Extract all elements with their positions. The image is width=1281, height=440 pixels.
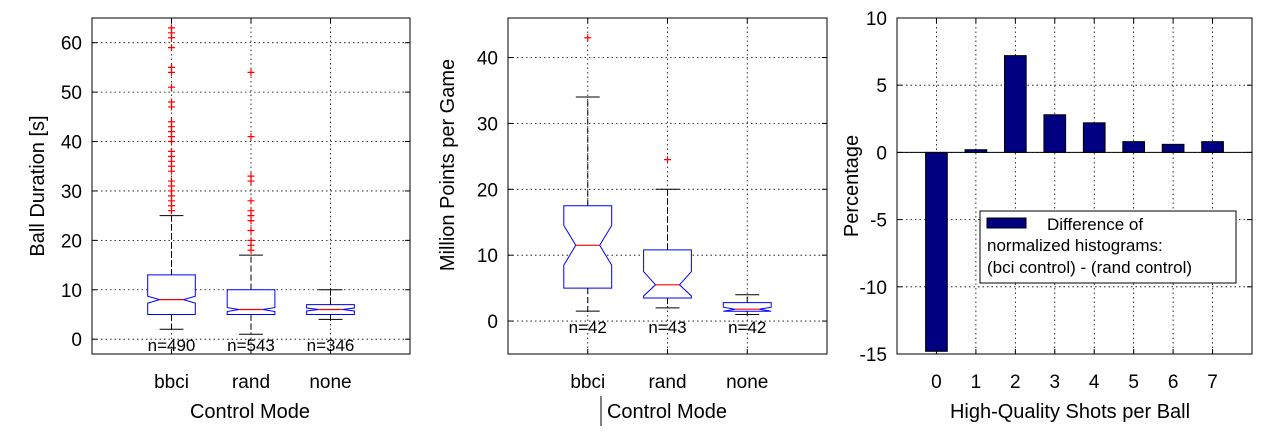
legend-line-3: (bci control) - (rand control) (987, 258, 1192, 277)
y-axis-label: Ball Duration [s] (27, 115, 49, 256)
x-tick-label: 4 (1089, 372, 1100, 393)
y-tick-label: 30 (477, 114, 498, 135)
x-tick-label: 5 (1128, 372, 1139, 393)
y-tick-label: -5 (870, 211, 887, 232)
y-ticks: 0 10 20 30 40 (477, 49, 827, 333)
ball-duration-boxplot: 0 10 20 30 40 50 60 bbci rand none n=490 n=543 n=3… (27, 17, 411, 423)
points-per-game-boxplot: 0 10 20 30 40 bbci rand none n=42 n=43 n=42 Mill… (437, 17, 828, 426)
box-body (722, 302, 772, 312)
outlier-marker (168, 63, 175, 71)
bar-6 (1161, 143, 1185, 153)
outlier-marker (247, 133, 255, 141)
n-label: n=42 (569, 318, 607, 337)
outlier-marker (168, 177, 175, 185)
n-label: n=346 (307, 336, 355, 355)
x-tick-label: none (726, 372, 768, 393)
y-tick-label: 60 (61, 34, 82, 55)
y-tick-label: 0 (71, 330, 82, 351)
outlier-marker (168, 83, 175, 91)
x-axis-label: High-Quality Shots per Ball (950, 401, 1190, 423)
outlier-marker (168, 24, 175, 32)
x-tick-label: rand (232, 372, 270, 393)
bar-0 (925, 151, 948, 352)
y-axis-label: Percentage (841, 135, 863, 237)
outlier-marker (247, 236, 255, 244)
bar-3 (1043, 114, 1067, 153)
x-ticks: bbci rand none (154, 18, 352, 393)
y-tick-label: 50 (61, 83, 82, 104)
x-tick-label: none (309, 372, 351, 393)
x-tick-label: 3 (1049, 372, 1060, 393)
y-tick-label: -10 (860, 278, 887, 299)
box-none: n=346 (306, 289, 355, 355)
outlier-marker (247, 197, 255, 205)
box-bbci: n=490 (147, 24, 196, 355)
box-body (147, 274, 196, 315)
x-tick-label: rand (648, 372, 686, 393)
legend-line-2: normalized histograms: (987, 236, 1163, 255)
y-tick-label: 20 (61, 231, 82, 252)
outlier-marker (168, 147, 175, 155)
n-label: n=42 (728, 318, 766, 337)
outlier-marker (664, 156, 671, 164)
box-rand: n=43 (643, 156, 692, 337)
legend-line-1: Difference of (1047, 215, 1143, 234)
y-tick-label: 0 (487, 312, 498, 333)
y-tick-label: 5 (876, 76, 887, 97)
n-label: n=543 (227, 336, 275, 355)
outlier-marker (247, 172, 255, 180)
y-axis-label: Million Points per Game (437, 59, 459, 271)
bar-2 (1003, 55, 1027, 153)
outlier-marker (247, 68, 255, 76)
outlier-marker (247, 207, 255, 215)
bars (897, 55, 1252, 352)
x-ticks: bbci rand none (570, 18, 768, 393)
outlier-marker (168, 44, 175, 52)
n-label: n=43 (648, 318, 686, 337)
x-tick-label: bbci (570, 372, 605, 393)
x-tick-label: 7 (1207, 372, 1218, 393)
y-tick-label: -15 (860, 345, 887, 366)
legend-swatch (986, 217, 1027, 229)
y-tick-label: 10 (61, 281, 82, 302)
box-none: n=42 (722, 294, 772, 337)
outlier-marker (168, 98, 175, 106)
box-body (226, 289, 276, 315)
legend: Difference of normalized histograms: (bc… (979, 210, 1237, 284)
plot-area (896, 17, 1253, 355)
n-label: n=490 (148, 336, 196, 355)
y-tick-label: 20 (477, 180, 498, 201)
y-tick-label: 40 (61, 133, 82, 154)
y-tick-label: 30 (61, 182, 82, 203)
box-body (643, 249, 692, 299)
x-axis-label: Control Mode (607, 401, 727, 423)
bar-5 (1122, 141, 1146, 153)
bar-7 (1201, 141, 1224, 153)
x-tick-label: 6 (1168, 372, 1179, 393)
x-tick-label: 0 (931, 372, 942, 393)
y-tick-label: 10 (866, 9, 887, 30)
box-body (563, 205, 613, 289)
x-tick-label: bbci (154, 372, 189, 393)
box-rand: n=543 (226, 68, 276, 355)
y-ticks: -15 -10 -5 0 5 10 (860, 9, 1252, 366)
box-bbci: n=42 (563, 34, 613, 337)
bar-4 (1082, 122, 1106, 153)
y-tick-label: 10 (477, 246, 498, 267)
x-tick-label: 1 (971, 372, 982, 393)
shots-difference-barchart: -15 -10 -5 0 5 10 0 1 2 3 4 5 6 7 Difference of norm… (841, 9, 1253, 423)
outlier-marker (168, 118, 175, 126)
y-tick-label: 0 (876, 143, 887, 164)
x-ticks: 0 1 2 3 4 5 6 7 (931, 18, 1218, 393)
x-tick-label: 2 (1010, 372, 1021, 393)
x-axis-label: Control Mode (190, 401, 310, 423)
boxes: n=490 n=543 n=346 (147, 24, 355, 355)
outlier-marker (584, 34, 592, 42)
outlier-marker (247, 226, 255, 234)
y-ticks: 0 10 20 30 40 50 60 (61, 34, 410, 351)
y-tick-label: 40 (477, 49, 498, 70)
boxes: n=42 n=43 n=42 (563, 34, 772, 337)
